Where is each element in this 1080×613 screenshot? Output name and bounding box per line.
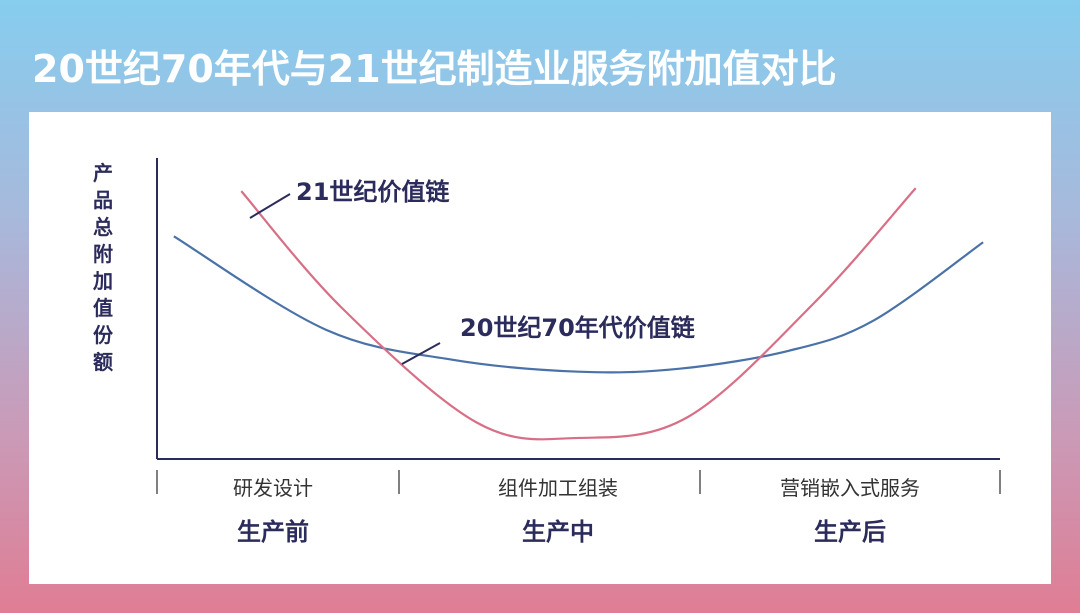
series-label-21c: 21世纪价值链 <box>296 178 450 206</box>
phase-label-post: 生产后 <box>814 518 886 546</box>
label-leader-70s <box>401 342 441 365</box>
chart-panel <box>29 112 1051 584</box>
y-axis-label-char: 份 <box>93 323 113 347</box>
phase-label-pre: 生产前 <box>237 518 309 546</box>
y-axis-label-char: 加 <box>93 269 113 293</box>
stage-label-rd: 研发设计 <box>233 476 313 500</box>
phase-label-mid: 生产中 <box>522 518 594 546</box>
y-axis-label-char: 品 <box>93 188 113 212</box>
page-title: 20世纪70年代与21世纪制造业服务附加值对比 <box>32 47 837 91</box>
stage-label-assembly: 组件加工组装 <box>498 476 618 500</box>
y-axis-label-char: 总 <box>93 215 113 239</box>
y-axis-label-char: 附 <box>93 242 113 266</box>
stage-label-marketing: 营销嵌入式服务 <box>780 476 920 500</box>
label-leader-21c <box>249 193 291 219</box>
series-line-21c <box>240 187 917 441</box>
y-axis-label-char: 值 <box>93 296 113 320</box>
y-axis-label-char: 产 <box>93 161 113 185</box>
series-label-70s: 20世纪70年代价值链 <box>460 314 695 342</box>
y-axis-label-char: 额 <box>93 350 113 374</box>
y-axis-label: 产品总附加值份额 <box>88 160 118 376</box>
series-line-70s <box>173 235 984 374</box>
